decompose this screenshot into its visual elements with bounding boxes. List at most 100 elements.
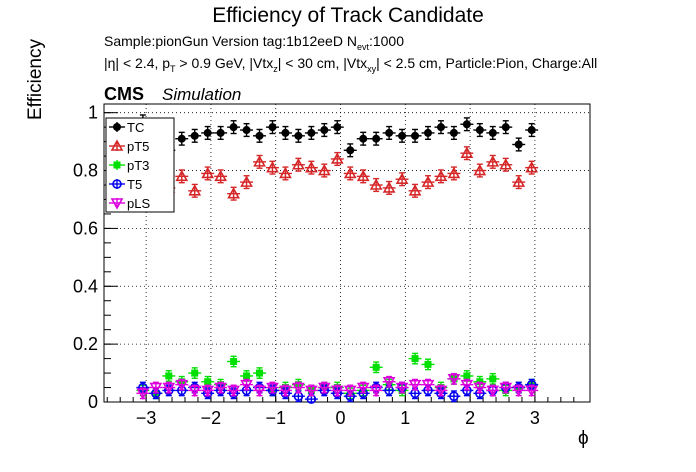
data-point-tc (294, 131, 303, 140)
data-point-pls (343, 385, 357, 398)
data-point-tc (462, 120, 471, 129)
data-point-pt5 (214, 169, 227, 182)
data-point-pls (382, 376, 396, 389)
data-point-pls (253, 385, 266, 398)
data-point-pls (136, 388, 150, 400)
data-point-tc (372, 134, 381, 143)
x-tick-label: −3 (136, 408, 157, 428)
legend-marker (113, 123, 121, 131)
data-point-pt3 (489, 375, 497, 383)
data-point-pls (201, 385, 215, 398)
data-point-pls (512, 385, 526, 398)
data-point-pt5 (499, 158, 513, 170)
x-axis-label: ϕ (578, 428, 589, 449)
data-point-pt5 (473, 163, 487, 176)
data-point-pls (434, 385, 448, 398)
data-point-pt5 (421, 175, 435, 187)
data-point-tc (488, 128, 497, 137)
data-point-pt5 (525, 161, 539, 173)
data-point-tc (359, 134, 368, 143)
data-point-tc (255, 131, 264, 140)
simulation-label: Simulation (162, 85, 242, 104)
data-point-pt5 (434, 169, 448, 182)
data-point-pls (292, 382, 305, 395)
data-point-pt3 (463, 372, 471, 380)
y-tick-label: 1 (88, 103, 98, 123)
data-point-pls (279, 385, 292, 398)
data-point-pt5 (408, 184, 422, 196)
data-point-pt5 (512, 175, 526, 187)
data-point-pt5 (317, 163, 331, 176)
data-point-pt5 (395, 172, 409, 185)
data-point-pt5 (382, 181, 396, 193)
data-point-tc (436, 123, 445, 132)
data-point-pls (330, 385, 344, 398)
data-point-tc (268, 123, 277, 132)
data-point-pt3 (411, 355, 419, 363)
data-point-pt3 (243, 372, 251, 380)
data-point-pls (473, 382, 487, 395)
chart-title: Efficiency of Track Candidate (212, 4, 484, 27)
data-point-pt5 (240, 175, 253, 187)
data-point-pls (175, 379, 189, 392)
data-point-pt3 (230, 357, 238, 365)
data-point-pt5 (486, 155, 500, 167)
legend-marker (113, 161, 121, 169)
legend-entry: TC (127, 120, 144, 135)
data-point-pls (162, 382, 176, 395)
data-point-tc (320, 126, 329, 135)
data-point-tc (475, 126, 484, 135)
legend-entry: pT5 (127, 139, 149, 154)
data-point-pls (356, 382, 370, 395)
data-point-tc (527, 126, 536, 135)
x-tick-label: 2 (465, 408, 475, 428)
data-point-tc (346, 146, 355, 155)
data-point-pt3 (424, 360, 432, 368)
data-point-pt5 (266, 161, 279, 173)
data-point-tc (281, 128, 290, 137)
data-point-tc (333, 123, 342, 132)
x-tick-label: −1 (265, 408, 286, 428)
x-tick-label: 1 (400, 408, 410, 428)
data-point-pt5 (460, 146, 474, 158)
data-point-pls (447, 374, 461, 386)
data-point-pls (486, 385, 500, 398)
data-point-pls (408, 379, 422, 392)
data-point-pt5 (188, 184, 202, 196)
legend-marker (110, 139, 124, 151)
data-point-pls (149, 382, 163, 395)
data-point-pt5 (279, 166, 292, 179)
legend-entry: pLS (127, 196, 150, 211)
data-point-tc (307, 128, 316, 137)
x-tick-label: −2 (201, 408, 222, 428)
data-point-tc (449, 128, 458, 137)
data-point-pt5 (447, 166, 461, 179)
data-point-tc (501, 123, 510, 132)
data-point-pt3 (372, 363, 380, 371)
data-point-pt3 (165, 372, 173, 380)
data-point-pt5 (330, 152, 344, 164)
legend-entry: pT3 (127, 158, 149, 173)
data-point-pls (266, 382, 279, 395)
data-point-pls (240, 379, 253, 392)
data-point-pls (227, 385, 240, 398)
data-point-pt3 (191, 369, 199, 377)
data-point-tc (398, 131, 407, 140)
data-point-pls (421, 379, 435, 392)
legend-marker (110, 198, 124, 210)
data-point-pt5 (305, 161, 318, 173)
data-point-tc (177, 134, 186, 143)
sample-line: Sample:pionGun Version tag:1b12eeD Nevt:… (104, 33, 405, 52)
data-point-tc (514, 140, 523, 149)
data-point-tc (190, 131, 199, 140)
y-tick-label: 0.2 (73, 334, 98, 354)
data-point-pls (305, 385, 318, 398)
data-point-pt5 (292, 158, 305, 170)
data-point-pls (460, 379, 474, 392)
y-tick-label: 0.6 (73, 218, 98, 238)
data-point-tc (203, 128, 212, 137)
data-point-pt5 (356, 169, 370, 182)
data-point-pt5 (253, 155, 266, 167)
data-point-pls (188, 385, 202, 398)
data-point-tc (216, 128, 225, 137)
